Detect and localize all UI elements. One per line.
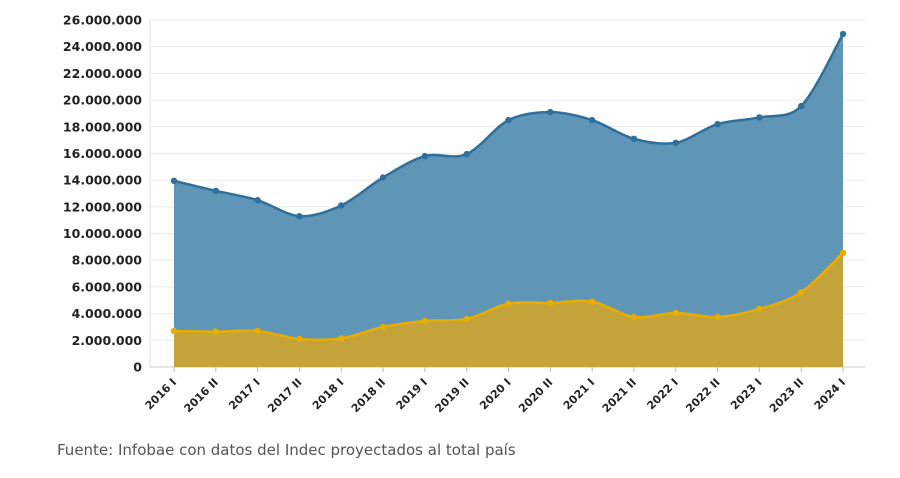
- data-point: [379, 323, 387, 331]
- x-tick-label: 2017 II: [265, 376, 304, 415]
- x-tick-label: 2020 I: [477, 376, 513, 412]
- x-tick-label: 2023 II: [767, 376, 806, 415]
- data-point: [630, 135, 638, 142]
- x-tick-label: 2016 I: [143, 376, 179, 412]
- y-tick-label: 4.000.000: [72, 306, 143, 321]
- y-tick-label: 8.000.000: [72, 253, 143, 268]
- data-point: [547, 108, 554, 116]
- data-point: [714, 313, 721, 321]
- data-point: [672, 139, 679, 146]
- data-point: [463, 315, 470, 323]
- x-tick-label: 2022 I: [644, 376, 680, 412]
- x-tick-label: 2018 I: [310, 376, 346, 412]
- data-point: [547, 299, 554, 307]
- data-point: [839, 249, 847, 257]
- data-point: [170, 177, 178, 185]
- y-tick-label: 2.000.000: [72, 333, 143, 348]
- x-tick-label: 2021 I: [561, 376, 597, 412]
- data-point: [797, 289, 805, 296]
- x-tick-label: 2021 II: [600, 376, 639, 415]
- y-tick-label: 24.000.000: [63, 39, 142, 54]
- data-point: [421, 317, 429, 325]
- data-point: [379, 174, 387, 181]
- y-tick-label: 18.000.000: [63, 119, 142, 134]
- data-point: [254, 196, 261, 204]
- data-point: [839, 30, 847, 38]
- x-tick-label: 2023 I: [728, 376, 764, 412]
- data-point: [170, 327, 178, 335]
- data-point: [756, 114, 763, 121]
- data-point: [588, 298, 596, 305]
- y-tick-label: 6.000.000: [72, 279, 143, 294]
- data-point: [338, 202, 345, 209]
- x-tick-label: 2024 I: [812, 376, 848, 412]
- y-tick-label: 16.000.000: [63, 146, 142, 161]
- data-point: [797, 102, 805, 110]
- data-point: [212, 328, 220, 335]
- data-point: [463, 150, 470, 158]
- data-point: [505, 116, 512, 124]
- data-point: [254, 327, 261, 335]
- y-tick-label: 14.000.000: [63, 173, 142, 188]
- data-point: [756, 305, 763, 313]
- data-point: [672, 309, 679, 317]
- data-point: [714, 120, 721, 128]
- y-tick-label: 0: [133, 360, 142, 375]
- x-tick-label: 2018 II: [349, 376, 388, 415]
- x-tick-label: 2020 II: [516, 376, 555, 415]
- data-point: [296, 212, 303, 220]
- y-tick-label: 12.000.000: [63, 199, 142, 214]
- series-area-0: [174, 34, 843, 368]
- y-tick-label: 20.000.000: [63, 93, 142, 108]
- data-point: [630, 313, 638, 321]
- data-point: [588, 116, 596, 124]
- area-chart: 0 2.000.000 4.000.000 6.000.000 8.000.000 10.…: [63, 13, 865, 415]
- x-tick-label: 2022 II: [683, 376, 722, 415]
- data-point: [212, 187, 220, 195]
- y-tick-label: 22.000.000: [63, 66, 142, 81]
- data-point: [338, 335, 345, 342]
- x-tick-label: 2017 I: [226, 376, 262, 412]
- x-tick-label: 2016 II: [182, 376, 221, 415]
- y-tick-label: 26.000.000: [63, 13, 142, 28]
- x-tick-label: 2019 I: [394, 376, 430, 412]
- source-note: Fuente: Infobae con datos del Indec proy…: [57, 441, 516, 459]
- x-tick-label: 2019 II: [432, 376, 471, 415]
- data-point: [421, 152, 429, 160]
- data-point: [505, 300, 512, 307]
- y-tick-label: 10.000.000: [63, 226, 142, 241]
- data-point: [296, 335, 303, 343]
